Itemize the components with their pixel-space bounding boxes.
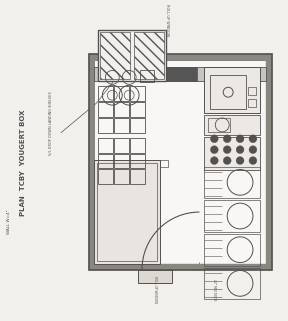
Circle shape xyxy=(223,135,231,143)
Bar xyxy=(114,86,129,101)
Bar xyxy=(98,30,166,81)
Bar xyxy=(204,137,260,170)
Bar xyxy=(114,169,129,184)
Text: ROLL-UP WINDOW: ROLL-UP WINDOW xyxy=(165,4,169,36)
Bar xyxy=(98,169,113,184)
Bar xyxy=(160,160,168,168)
Text: 42" MIN DOOR: 42" MIN DOOR xyxy=(212,279,216,300)
Bar xyxy=(101,32,130,79)
Bar xyxy=(130,86,145,101)
Bar xyxy=(204,115,260,135)
Bar xyxy=(266,54,272,270)
Bar xyxy=(130,169,145,184)
Circle shape xyxy=(249,135,257,143)
Circle shape xyxy=(249,157,257,165)
Bar xyxy=(114,154,129,169)
Bar xyxy=(204,234,260,265)
Circle shape xyxy=(210,135,218,143)
Text: WALL W=4": WALL W=4" xyxy=(7,210,11,234)
Bar xyxy=(209,118,230,132)
Bar xyxy=(114,118,129,133)
Bar xyxy=(138,270,172,283)
Bar xyxy=(88,264,272,270)
Circle shape xyxy=(223,157,231,165)
Bar xyxy=(204,200,260,232)
Bar xyxy=(130,102,145,117)
Bar xyxy=(204,167,260,198)
Bar xyxy=(130,118,145,133)
Bar xyxy=(94,160,160,264)
Circle shape xyxy=(236,157,244,165)
Bar xyxy=(88,54,272,60)
Bar xyxy=(98,118,113,133)
Circle shape xyxy=(223,146,231,154)
Text: ROLL-UP WINDOW: ROLL-UP WINDOW xyxy=(153,276,157,303)
Bar xyxy=(162,67,198,81)
Text: 5/5 DROP DOWN LANDING SHELVES: 5/5 DROP DOWN LANDING SHELVES xyxy=(49,91,53,155)
Bar xyxy=(204,67,260,113)
Bar xyxy=(204,267,260,299)
Bar xyxy=(98,154,113,169)
Circle shape xyxy=(236,146,244,154)
Bar xyxy=(94,67,266,81)
Bar xyxy=(88,54,94,270)
Circle shape xyxy=(236,135,244,143)
Circle shape xyxy=(210,146,218,154)
Bar xyxy=(130,138,145,153)
Bar xyxy=(114,138,129,153)
Bar xyxy=(248,87,256,95)
Bar xyxy=(98,138,113,153)
Circle shape xyxy=(210,157,218,165)
Bar xyxy=(114,102,129,117)
Bar xyxy=(98,86,113,101)
Circle shape xyxy=(249,146,257,154)
Bar xyxy=(94,60,266,264)
Text: PLAN  TCBY  YOUGERT BOX: PLAN TCBY YOUGERT BOX xyxy=(20,109,26,216)
Bar xyxy=(130,154,145,169)
Bar xyxy=(88,54,272,270)
Bar xyxy=(210,75,246,109)
Bar xyxy=(98,102,113,117)
Bar xyxy=(134,32,164,79)
Bar xyxy=(140,70,154,82)
Bar xyxy=(97,162,157,261)
Bar xyxy=(248,99,256,107)
